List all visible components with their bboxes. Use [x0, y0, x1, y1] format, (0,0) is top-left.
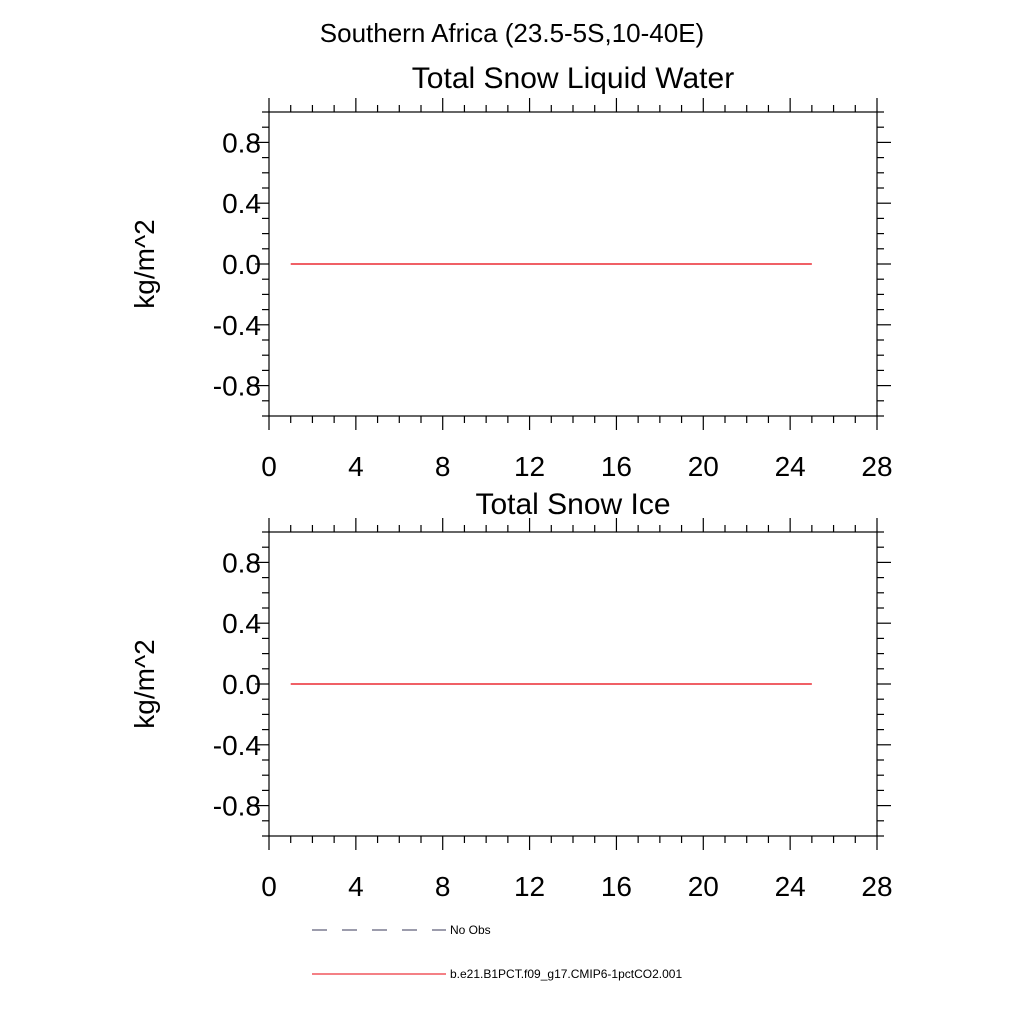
y-tick-label: 0.4 [222, 188, 261, 219]
x-tick-label: 16 [601, 451, 632, 482]
y-tick-label: 0.8 [222, 547, 261, 578]
x-tick-label: 8 [435, 451, 451, 482]
x-tick-label: 20 [688, 451, 719, 482]
x-tick-label: 0 [261, 871, 277, 902]
y-tick-label: 0.8 [222, 127, 261, 158]
y-tick-label: -0.4 [213, 730, 261, 761]
x-tick-label: 28 [861, 451, 892, 482]
panel-snow-ice: Total Snow Ice 0 4 8 12 16 20 24 28 0.8 0.4 0.0 -0.4… [129, 488, 893, 902]
x-tick-label: 28 [861, 871, 892, 902]
figure-suptitle: Southern Africa (23.5-5S,10-40E) [320, 18, 704, 48]
chart-title: Total Snow Liquid Water [412, 62, 734, 95]
x-tick-label: 4 [348, 451, 364, 482]
x-tick-label: 4 [348, 871, 364, 902]
y-tick-label: 0.0 [222, 249, 261, 280]
legend-label-no-obs: No Obs [450, 923, 491, 937]
x-tick-label: 16 [601, 871, 632, 902]
x-tick-label: 8 [435, 871, 451, 902]
y-tick-label: 0.0 [222, 669, 261, 700]
x-tick-label: 0 [261, 451, 277, 482]
x-tick-label: 12 [514, 871, 545, 902]
x-tick-label: 24 [775, 871, 806, 902]
y-tick-label: -0.8 [213, 371, 261, 402]
legend: No Obs b.e21.B1PCT.f09_g17.CMIP6-1pctCO2… [312, 923, 682, 981]
y-axis-label: kg/m^2 [129, 219, 160, 308]
y-tick-label: -0.8 [213, 791, 261, 822]
panel-snow-liquid-water: Total Snow Liquid Water 0 4 8 12 16 20 24 28 0.8 0… [129, 62, 893, 482]
chart-title: Total Snow Ice [475, 488, 670, 521]
x-tick-label: 20 [688, 871, 719, 902]
legend-label-model: b.e21.B1PCT.f09_g17.CMIP6-1pctCO2.001 [450, 967, 682, 981]
x-tick-label: 24 [775, 451, 806, 482]
x-tick-label: 12 [514, 451, 545, 482]
y-axis-label: kg/m^2 [129, 639, 160, 728]
y-tick-label: -0.4 [213, 310, 261, 341]
y-tick-label: 0.4 [222, 608, 261, 639]
